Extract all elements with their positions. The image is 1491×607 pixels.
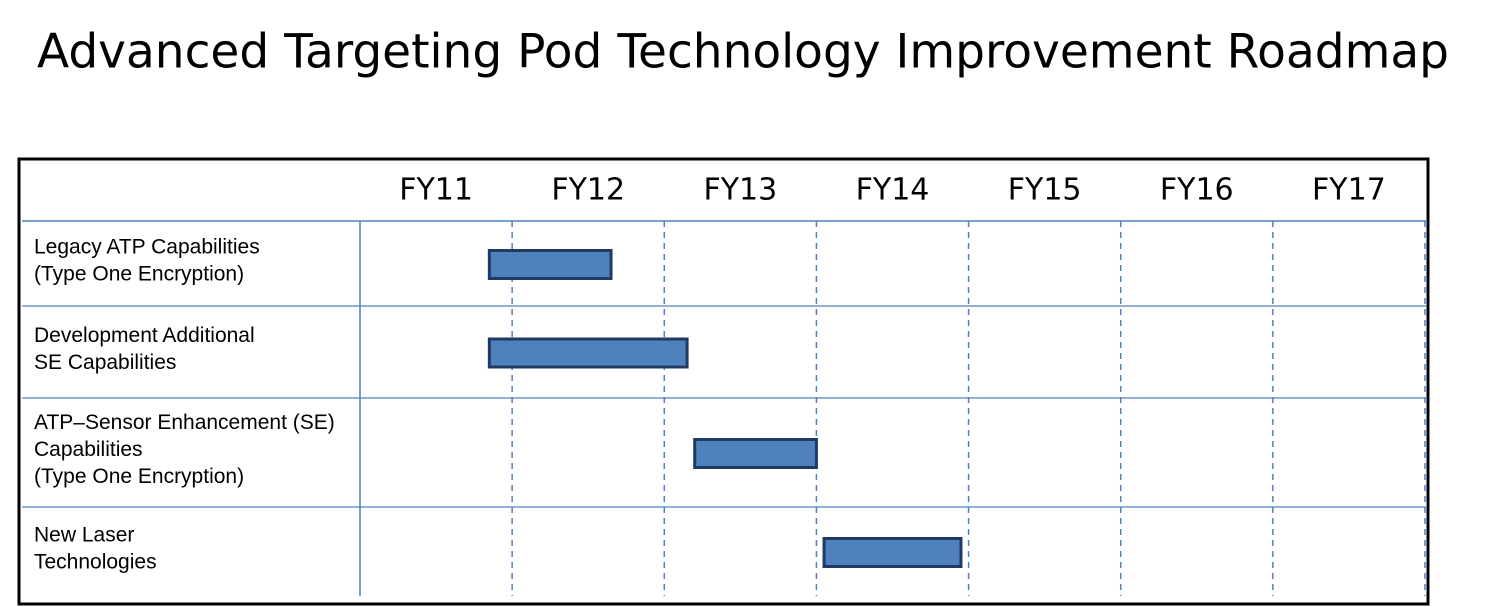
bar — [487, 337, 689, 369]
column-header: FY12 — [551, 173, 625, 208]
row-label: Development Additional — [34, 324, 255, 347]
row-label: Technologies — [34, 551, 157, 574]
row-label: Capabilities — [34, 438, 143, 461]
column-header: FY17 — [1312, 173, 1386, 208]
bar — [693, 438, 818, 469]
table-frame — [17, 157, 1430, 606]
row-label: (Type One Encryption) — [34, 465, 244, 488]
chart-title: Advanced Targeting Pod Technology Improv… — [37, 25, 1449, 80]
row-label: ATP–Sensor Enhancement (SE) — [34, 411, 335, 434]
column-header: FY16 — [1160, 173, 1234, 208]
row-label: New Laser — [34, 524, 134, 547]
bar — [487, 249, 613, 280]
column-header: FY15 — [1008, 173, 1082, 208]
column-header: FY13 — [703, 173, 777, 208]
column-header: FY14 — [856, 173, 930, 208]
bar — [822, 537, 963, 568]
row-label: Legacy ATP Capabilities — [34, 236, 260, 259]
column-header: FY11 — [399, 173, 473, 208]
row-label: SE Capabilities — [34, 351, 176, 374]
row-label: (Type One Encryption) — [34, 263, 244, 286]
